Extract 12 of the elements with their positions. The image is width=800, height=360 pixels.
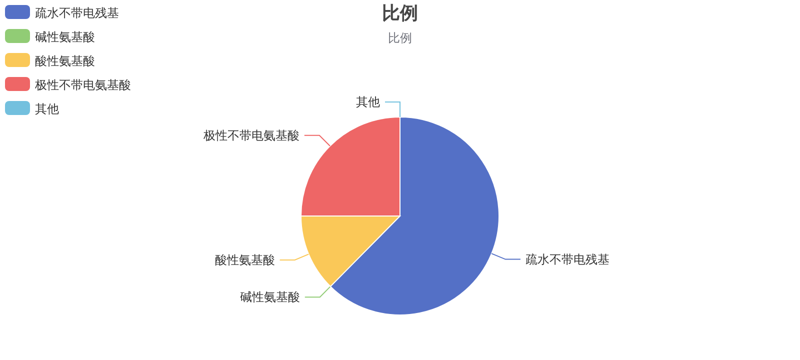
legend-label: 疏水不带电残基 [35,6,119,20]
legend-label: 酸性氨基酸 [35,54,95,68]
chart-title: 比例 [382,3,418,24]
slice-label: 酸性氨基酸 [214,252,275,267]
legend-label: 极性不带电氨基酸 [34,78,131,92]
category-label: 其他 [356,95,380,109]
text: 比例 [388,31,412,45]
legend-label: 其他 [35,102,59,116]
category-label: 碱性氨基酸 [240,290,300,304]
slice-label: 极性不带电氨基酸 [202,128,300,142]
legend-label: 碱性氨基酸 [35,30,95,44]
slice-label: 疏水不带电残基 [525,252,610,266]
